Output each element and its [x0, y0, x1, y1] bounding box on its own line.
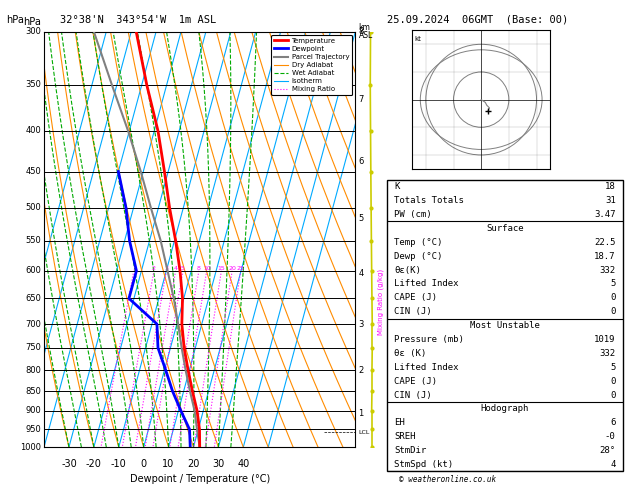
- Text: kt: kt: [415, 36, 421, 42]
- Text: 0: 0: [610, 294, 616, 302]
- Text: 6: 6: [610, 418, 616, 427]
- Text: 22.5: 22.5: [594, 238, 616, 247]
- Text: 8: 8: [359, 27, 364, 36]
- Text: 20: 20: [187, 459, 199, 469]
- Text: 800: 800: [25, 365, 41, 375]
- Text: θε(K): θε(K): [394, 265, 421, 275]
- Text: -0: -0: [605, 432, 616, 441]
- Text: 450: 450: [25, 167, 41, 176]
- Legend: Temperature, Dewpoint, Parcel Trajectory, Dry Adiabat, Wet Adiabat, Isotherm, Mi: Temperature, Dewpoint, Parcel Trajectory…: [271, 35, 352, 95]
- Text: 600: 600: [25, 266, 41, 275]
- Text: 850: 850: [25, 386, 41, 396]
- Text: hPa: hPa: [23, 17, 41, 27]
- Text: 30: 30: [212, 459, 225, 469]
- Text: hPa: hPa: [6, 15, 24, 25]
- Text: 332: 332: [599, 265, 616, 275]
- Text: 500: 500: [25, 204, 41, 212]
- Text: Lifted Index: Lifted Index: [394, 279, 459, 289]
- Text: 550: 550: [25, 236, 41, 245]
- Text: PW (cm): PW (cm): [394, 210, 431, 219]
- Text: 700: 700: [25, 319, 41, 329]
- Text: 1019: 1019: [594, 335, 616, 344]
- Text: 7: 7: [359, 95, 364, 104]
- Text: 28°: 28°: [599, 446, 616, 455]
- Text: 332: 332: [599, 349, 616, 358]
- Text: 0: 0: [610, 377, 616, 386]
- Text: 40: 40: [237, 459, 250, 469]
- Text: -20: -20: [86, 459, 102, 469]
- Text: Temp (°C): Temp (°C): [394, 238, 442, 247]
- Text: StmDir: StmDir: [394, 446, 426, 455]
- Text: 900: 900: [25, 406, 41, 415]
- Text: 2: 2: [152, 266, 156, 271]
- Text: Dewp (°C): Dewp (°C): [394, 252, 442, 260]
- Text: Mixing Ratio (g/kg): Mixing Ratio (g/kg): [377, 269, 384, 335]
- Text: 750: 750: [25, 343, 41, 352]
- Text: 31: 31: [605, 196, 616, 205]
- Text: 4: 4: [359, 269, 364, 278]
- Text: 25.09.2024  06GMT  (Base: 00): 25.09.2024 06GMT (Base: 00): [387, 15, 568, 25]
- Text: 8: 8: [197, 266, 201, 271]
- Text: CIN (J): CIN (J): [394, 307, 431, 316]
- Text: 5: 5: [359, 214, 364, 223]
- Text: 1: 1: [359, 409, 364, 418]
- Text: SREH: SREH: [394, 432, 415, 441]
- Text: Totals Totals: Totals Totals: [394, 196, 464, 205]
- Text: 20: 20: [228, 266, 236, 271]
- Text: 10: 10: [162, 459, 175, 469]
- Text: 18.7: 18.7: [594, 252, 616, 260]
- Text: CAPE (J): CAPE (J): [394, 294, 437, 302]
- Text: K: K: [394, 182, 399, 191]
- Text: 5: 5: [610, 279, 616, 289]
- Text: km: km: [359, 22, 370, 32]
- Text: 4: 4: [174, 266, 177, 271]
- Text: 300: 300: [25, 27, 41, 36]
- Text: -10: -10: [111, 459, 126, 469]
- Text: © weatheronline.co.uk: © weatheronline.co.uk: [399, 474, 496, 484]
- Text: LCL: LCL: [359, 430, 370, 435]
- Text: 0: 0: [610, 307, 616, 316]
- Text: 400: 400: [25, 126, 41, 136]
- Text: 3: 3: [359, 319, 364, 329]
- Text: 10: 10: [203, 266, 211, 271]
- Text: -30: -30: [61, 459, 77, 469]
- Text: 350: 350: [25, 80, 41, 89]
- Text: 1000: 1000: [20, 443, 41, 451]
- Text: Dewpoint / Temperature (°C): Dewpoint / Temperature (°C): [130, 474, 270, 484]
- Text: CIN (J): CIN (J): [394, 391, 431, 399]
- Text: 5: 5: [610, 363, 616, 372]
- Text: ASL: ASL: [359, 31, 373, 40]
- Text: 6: 6: [359, 157, 364, 166]
- Text: 650: 650: [25, 294, 41, 303]
- Text: 2: 2: [359, 366, 364, 376]
- Text: CAPE (J): CAPE (J): [394, 377, 437, 386]
- Text: 3.47: 3.47: [594, 210, 616, 219]
- Text: θε (K): θε (K): [394, 349, 426, 358]
- Text: Pressure (mb): Pressure (mb): [394, 335, 464, 344]
- Text: StmSpd (kt): StmSpd (kt): [394, 460, 453, 469]
- Text: Surface: Surface: [486, 224, 523, 233]
- Text: 0: 0: [141, 459, 147, 469]
- Text: 3: 3: [164, 266, 169, 271]
- Text: 25: 25: [237, 266, 245, 271]
- Text: 5: 5: [181, 266, 185, 271]
- Text: 32°38'N  343°54'W  1m ASL: 32°38'N 343°54'W 1m ASL: [60, 15, 216, 25]
- Text: EH: EH: [394, 418, 404, 427]
- Text: 15: 15: [218, 266, 225, 271]
- Text: Most Unstable: Most Unstable: [470, 321, 540, 330]
- Text: Hodograph: Hodograph: [481, 404, 529, 414]
- Text: Lifted Index: Lifted Index: [394, 363, 459, 372]
- Text: 18: 18: [605, 182, 616, 191]
- Text: 950: 950: [25, 425, 41, 434]
- Text: 1: 1: [132, 266, 136, 271]
- FancyBboxPatch shape: [387, 180, 623, 471]
- Text: 4: 4: [610, 460, 616, 469]
- Text: 0: 0: [610, 391, 616, 399]
